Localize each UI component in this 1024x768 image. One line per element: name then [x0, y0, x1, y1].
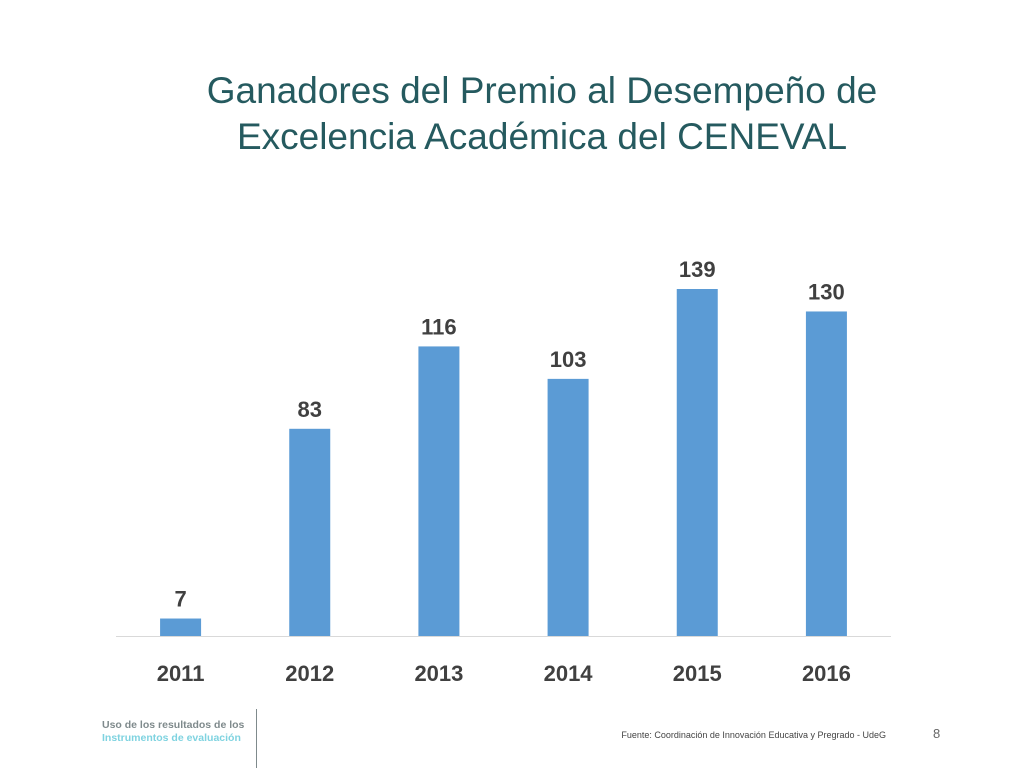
x-tick-label-2012: 2012 [285, 661, 334, 686]
page-number: 8 [933, 726, 941, 741]
x-tick-label-2015: 2015 [673, 661, 722, 686]
footer-source: Fuente: Coordinación de Innovación Educa… [621, 730, 886, 740]
x-tick-label-2014: 2014 [544, 661, 594, 686]
data-label-2012: 83 [298, 397, 322, 422]
data-label-2015: 139 [679, 257, 716, 282]
x-tick-label-2011: 2011 [157, 661, 205, 686]
x-tick-label-2013: 2013 [414, 661, 463, 686]
footer-brand-line-2: Instrumentos de evaluación [102, 732, 241, 744]
slide-title-line-1: Ganadores del Premio al Desempeño de [206, 70, 878, 111]
bar-2016 [805, 311, 847, 636]
data-label-2016: 130 [808, 279, 845, 304]
bar-2014 [547, 378, 589, 636]
data-label-2013: 116 [421, 314, 457, 339]
slide-title: Ganadores del Premio al Desempeño de Exc… [100, 68, 984, 160]
bar-2015 [676, 289, 718, 636]
footer-brand-line-1: Uso de los resultados de los [102, 719, 245, 731]
footer-divider [256, 709, 257, 768]
footer-brand: Uso de los resultados de los Instrumento… [102, 719, 244, 745]
data-label-2011: 7 [174, 587, 186, 612]
x-tick-label-2016: 2016 [802, 661, 851, 686]
data-label-2014: 103 [550, 347, 587, 372]
bar-2013 [418, 346, 460, 636]
slide-title-line-2: Excelencia Académica del CENEVAL [236, 116, 848, 157]
bar-2011 [160, 618, 202, 636]
bar-2012 [289, 428, 331, 636]
